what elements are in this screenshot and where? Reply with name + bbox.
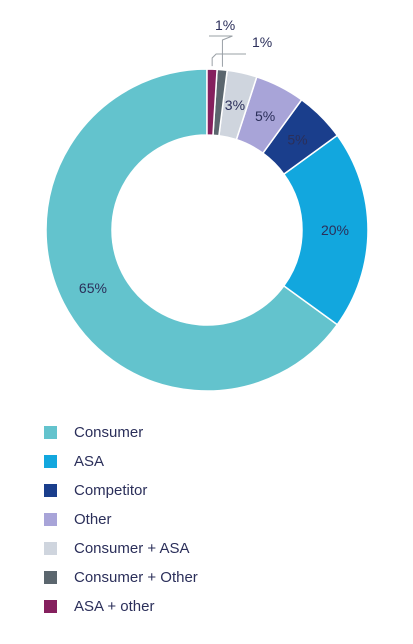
legend-label-other: Other [74, 511, 112, 528]
legend-item-asa-other: ASA + other [44, 592, 198, 621]
legend-label-consumer-asa: Consumer + ASA [74, 540, 190, 557]
legend-label-consumer: Consumer [74, 424, 144, 441]
legend-swatch-asa-other [44, 600, 57, 613]
data-label-asa: 20% [321, 222, 349, 238]
legend-item-competitor: Competitor [44, 476, 198, 505]
legend-swatch-competitor [44, 484, 57, 497]
slice-asa-other [206, 68, 218, 136]
donut-chart: 65% 20% 5% 5% 3% 1% 1% [45, 17, 369, 392]
legend-item-asa: ASA [44, 447, 198, 476]
data-label-asa-other: 1% [252, 34, 272, 50]
legend-item-consumer-asa: Consumer + ASA [44, 534, 198, 563]
legend-label-competitor: Competitor [74, 482, 148, 499]
legend-swatch-consumer [44, 426, 57, 439]
legend-item-other: Other [44, 505, 198, 534]
leader-line-consumer-other [209, 35, 233, 67]
leader-line-asa-other [211, 53, 246, 67]
data-label-consumer: 65% [79, 280, 107, 296]
data-label-consumer-other: 1% [215, 17, 235, 33]
legend-swatch-consumer-asa [44, 542, 57, 555]
slice-consumer [45, 68, 339, 392]
data-label-consumer-asa: 3% [225, 97, 245, 113]
legend-swatch-other [44, 513, 57, 526]
legend-item-consumer-other: Consumer + Other [44, 563, 198, 592]
data-label-competitor: 5% [287, 131, 307, 147]
slice-asa [282, 134, 369, 326]
legend-label-asa: ASA [74, 453, 105, 470]
legend-swatch-asa [44, 455, 57, 468]
legend-item-consumer: Consumer [44, 418, 198, 447]
legend-swatch-consumer-other [44, 571, 57, 584]
legend-label-asa-other: ASA + other [74, 598, 155, 615]
legend-label-consumer-other: Consumer + Other [74, 569, 198, 586]
chart-legend: Consumer ASA Competitor Other Consumer +… [44, 418, 198, 621]
data-label-other: 5% [255, 108, 275, 124]
